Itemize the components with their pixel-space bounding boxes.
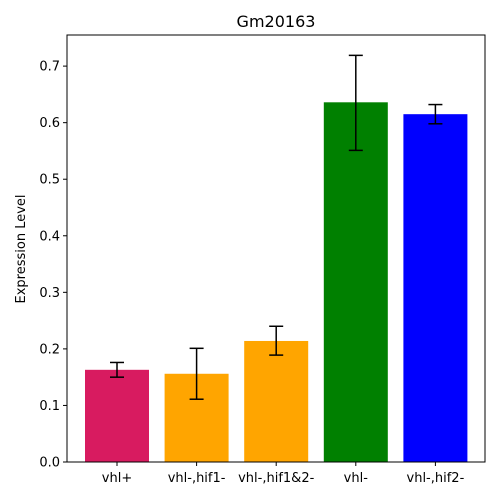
y-tick-label: 0.5 — [39, 173, 60, 188]
y-tick-label: 0.7 — [39, 60, 60, 75]
x-tick-label: vhl+ — [102, 471, 132, 486]
x-tick-label: vhl- — [344, 471, 369, 486]
y-tick-label: 0.1 — [39, 399, 60, 414]
y-tick-label: 0.0 — [39, 456, 60, 471]
y-tick-label: 0.6 — [39, 116, 60, 131]
bar — [244, 340, 309, 462]
bar — [403, 114, 468, 463]
y-axis-label: Expression Level — [14, 194, 29, 303]
y-tick-label: 0.2 — [39, 342, 60, 357]
bar — [323, 102, 388, 462]
x-tick-label: vhl-,hif1- — [168, 471, 226, 486]
chart-title: Gm20163 — [237, 12, 316, 31]
y-tick-label: 0.4 — [39, 229, 60, 244]
plot-area: 0.0 0.1 0.2 0.3 0.4 0.5 0.6 0.7 vhl+ vhl-,hif1- vh… — [39, 54, 468, 486]
plot-frame — [66, 34, 486, 463]
bar — [85, 369, 149, 462]
x-tick-label: vhl-,hif1&2- — [238, 471, 314, 486]
y-tick-label: 0.3 — [39, 286, 60, 301]
x-tick-label: vhl-,hif2- — [407, 471, 465, 486]
